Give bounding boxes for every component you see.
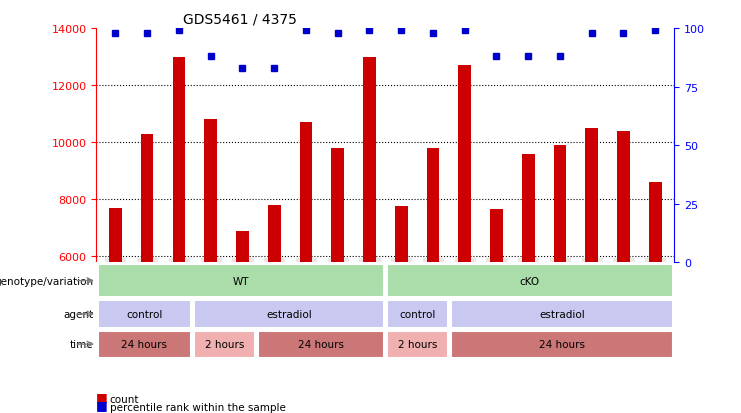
Text: control: control [126, 309, 163, 319]
Bar [173, 57, 185, 413]
Bar [427, 149, 439, 413]
Text: estradiol: estradiol [266, 309, 312, 319]
Text: 24 hours: 24 hours [122, 339, 167, 349]
Text: 2 hours: 2 hours [398, 339, 437, 349]
Text: time: time [70, 339, 93, 349]
Bar [522, 154, 534, 413]
Text: percentile rank within the sample: percentile rank within the sample [110, 402, 285, 412]
Bar [387, 331, 448, 358]
Bar [617, 131, 630, 413]
Bar [141, 134, 153, 413]
Bar [194, 301, 384, 328]
Bar [363, 57, 376, 413]
Text: 24 hours: 24 hours [298, 339, 344, 349]
Bar [98, 301, 191, 328]
Bar [451, 301, 673, 328]
Text: genotype/variation: genotype/variation [0, 276, 93, 286]
Bar [331, 149, 344, 413]
Bar [395, 207, 408, 413]
Bar [259, 331, 384, 358]
Text: GDS5461 / 4375: GDS5461 / 4375 [183, 12, 297, 26]
Bar [585, 128, 598, 413]
Bar [109, 209, 122, 413]
Text: count: count [110, 394, 139, 404]
Bar [451, 331, 673, 358]
Bar [268, 206, 281, 413]
Bar [490, 210, 503, 413]
Bar [649, 183, 662, 413]
Bar [236, 231, 249, 413]
Bar [459, 66, 471, 413]
Text: ■: ■ [96, 390, 108, 403]
Text: cKO: cKO [519, 276, 540, 286]
Text: WT: WT [233, 276, 249, 286]
Text: agent: agent [63, 309, 93, 319]
Bar [387, 264, 673, 297]
Bar [554, 146, 566, 413]
Text: control: control [399, 309, 436, 319]
Bar [98, 331, 191, 358]
Text: estradiol: estradiol [539, 309, 585, 319]
Bar [98, 264, 384, 297]
Text: 2 hours: 2 hours [205, 339, 245, 349]
Bar [205, 120, 217, 413]
Bar [299, 123, 312, 413]
Bar [387, 301, 448, 328]
Text: ■: ■ [96, 398, 108, 411]
Bar [194, 331, 255, 358]
Text: 24 hours: 24 hours [539, 339, 585, 349]
